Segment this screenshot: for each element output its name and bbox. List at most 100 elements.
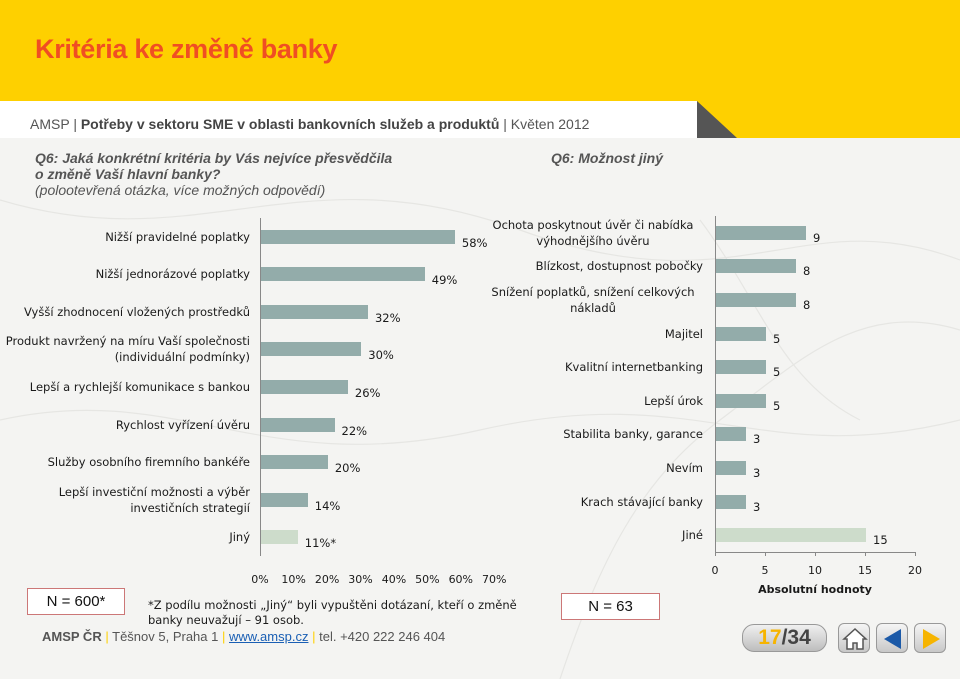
right-chart-bar <box>716 461 746 475</box>
right-chart-x-gridtick <box>865 552 866 556</box>
left-chart-category-label: Jiný <box>229 530 250 545</box>
page-title: Kritéria ke změně banky <box>35 34 338 64</box>
right-chart-bar <box>716 494 746 509</box>
right-chart-category-label: Kvalitní internetbanking <box>565 360 703 375</box>
left-chart-x-tick: 70% <box>482 573 507 586</box>
left-chart-value-label: 30% <box>368 348 394 363</box>
left-chart-x-tick: 30% <box>348 573 373 586</box>
report-subtitle: AMSP | Potřeby v sektoru SME v oblasti b… <box>30 116 590 132</box>
left-chart-category-label: Nižší jednorázové poplatky <box>95 267 250 282</box>
left-chart-value-label: 11%* <box>304 536 337 551</box>
right-chart-category-label: Lepší úrok <box>644 393 703 408</box>
left-chart-bar <box>261 380 348 394</box>
subtitle-bar <box>0 101 697 138</box>
arrow-right-icon <box>923 629 940 649</box>
right-chart-value-label: 3 <box>753 499 761 514</box>
left-chart-category-label: Služby osobního firemního bankéře <box>47 455 250 470</box>
right-chart-value-label: 5 <box>773 398 781 413</box>
right-chart-x-tick: 10 <box>808 564 822 577</box>
right-chart-value-label: 5 <box>773 331 781 346</box>
left-chart-x-tick: 40% <box>381 573 407 586</box>
right-chart-category-label: Jiné <box>682 528 703 543</box>
right-chart-bar <box>716 360 766 375</box>
left-chart-category-label: Nižší pravidelné poplatky <box>105 229 250 244</box>
right-chart-x-gridtick <box>915 552 916 556</box>
next-button[interactable] <box>914 623 946 653</box>
left-chart-bar <box>261 417 335 432</box>
page-indicator: 17/34 <box>742 624 827 652</box>
right-question: Q6: Možnost jiný <box>551 150 663 166</box>
left-chart-value-label: 49% <box>431 273 458 288</box>
right-chart-x-tick: 0 <box>711 564 719 577</box>
right-chart-bar <box>716 293 796 307</box>
right-chart-bar <box>716 528 866 543</box>
right-chart-axis-y <box>715 216 716 552</box>
left-chart-value-label: 32% <box>374 310 401 325</box>
left-sample-size: N = 600* <box>27 588 125 615</box>
right-chart-value-label: 15 <box>873 533 888 548</box>
right-chart-value-label: 3 <box>753 466 761 480</box>
right-chart-value-label: 3 <box>753 432 761 447</box>
left-chart-x-tick: 50% <box>415 573 440 586</box>
right-chart-value-label: 5 <box>773 365 781 380</box>
right-chart-bar <box>716 393 766 408</box>
left-chart-bar <box>261 455 328 470</box>
right-chart-category-label: Majitel <box>664 326 703 341</box>
right-chart-x-gridtick <box>815 552 816 556</box>
left-question-note: (polootevřená otázka, více možných odpov… <box>35 182 326 198</box>
right-chart-category-label: Ochota poskytnout úvěr či nabídka výhodně… <box>492 217 694 248</box>
left-chart-category-label: Produkt navržený na míru Vaší společnost… <box>5 334 250 365</box>
right-chart-bar <box>716 326 766 341</box>
left-chart-x-tick: 10% <box>281 573 306 586</box>
right-chart-category-label: Snížení poplatků, snížení celkových nákla… <box>491 285 695 315</box>
home-icon <box>842 627 868 650</box>
left-chart-bar <box>261 304 368 319</box>
left-chart-value-label: 14% <box>314 498 341 513</box>
right-chart-value-label: 9 <box>813 230 821 245</box>
right-sample-size: N = 63 <box>561 593 660 620</box>
left-chart-x-tick: 20% <box>314 573 340 586</box>
right-chart-x-tick: 20 <box>908 564 922 577</box>
right-chart-category-label: Krach stávající banky <box>580 494 703 509</box>
header-banner <box>0 0 960 101</box>
right-chart-category-label: Nevím <box>666 461 703 475</box>
arrow-left-icon <box>884 629 901 649</box>
header-banner-extension <box>697 101 960 138</box>
right-chart-x-axis-title: Absolutní hodnoty <box>758 583 872 596</box>
right-chart-category-label: Blízkost, dostupnost pobočky <box>535 259 703 274</box>
right-chart-value-label: 8 <box>803 298 811 312</box>
footer-phone: tel. +420 222 246 404 <box>319 629 446 644</box>
right-chart-bar <box>716 225 806 240</box>
left-chart-bar <box>261 229 455 244</box>
prev-button[interactable] <box>876 623 908 653</box>
left-chart-category-label: Lepší a rychlejší komunikace s bankou <box>29 380 250 394</box>
left-chart-axis-y <box>260 218 261 556</box>
header-corner-decoration <box>697 101 737 138</box>
left-chart-category-label: Rychlost vyřízení úvěru <box>115 417 250 432</box>
right-chart-bar <box>716 259 796 274</box>
right-chart-x-gridtick <box>715 552 716 556</box>
footer-web-link[interactable]: www.amsp.cz <box>229 629 309 644</box>
left-chart-bar <box>261 267 425 282</box>
footer-contact: AMSP ČR | Těšnov 5, Praha 1 | www.amsp.c… <box>42 629 446 644</box>
footer-address: Těšnov 5, Praha 1 <box>112 629 219 644</box>
right-chart-x-tick: 5 <box>761 564 769 577</box>
left-chart-bar <box>261 530 298 545</box>
left-question-line1: Q6: Jaká konkrétní kritéria by Vás nejví… <box>35 150 393 166</box>
left-chart-value-label: 20% <box>334 461 361 476</box>
left-chart-category-label: Vyšší zhodnocení vložených prostředků <box>24 304 250 319</box>
left-chart-category-label: Lepší investiční možnosti a výběr investi… <box>58 484 250 515</box>
footer-org: AMSP ČR <box>42 629 102 644</box>
footnote: *Z podílu možnosti „Jiný“ byli vypuštěni… <box>148 598 517 627</box>
left-chart-bar <box>261 342 362 357</box>
left-chart-value-label: 22% <box>341 423 368 438</box>
left-chart-x-tick: 60% <box>448 573 474 586</box>
left-chart-x-tick: 0% <box>251 573 269 586</box>
left-chart-bar <box>261 492 308 507</box>
right-chart-category-label: Stabilita banky, garance <box>563 427 703 442</box>
left-chart-value-label: 26% <box>354 386 381 400</box>
home-button[interactable] <box>838 623 870 653</box>
left-chart-value-label: 58% <box>461 235 488 250</box>
right-chart-bar <box>716 427 746 442</box>
